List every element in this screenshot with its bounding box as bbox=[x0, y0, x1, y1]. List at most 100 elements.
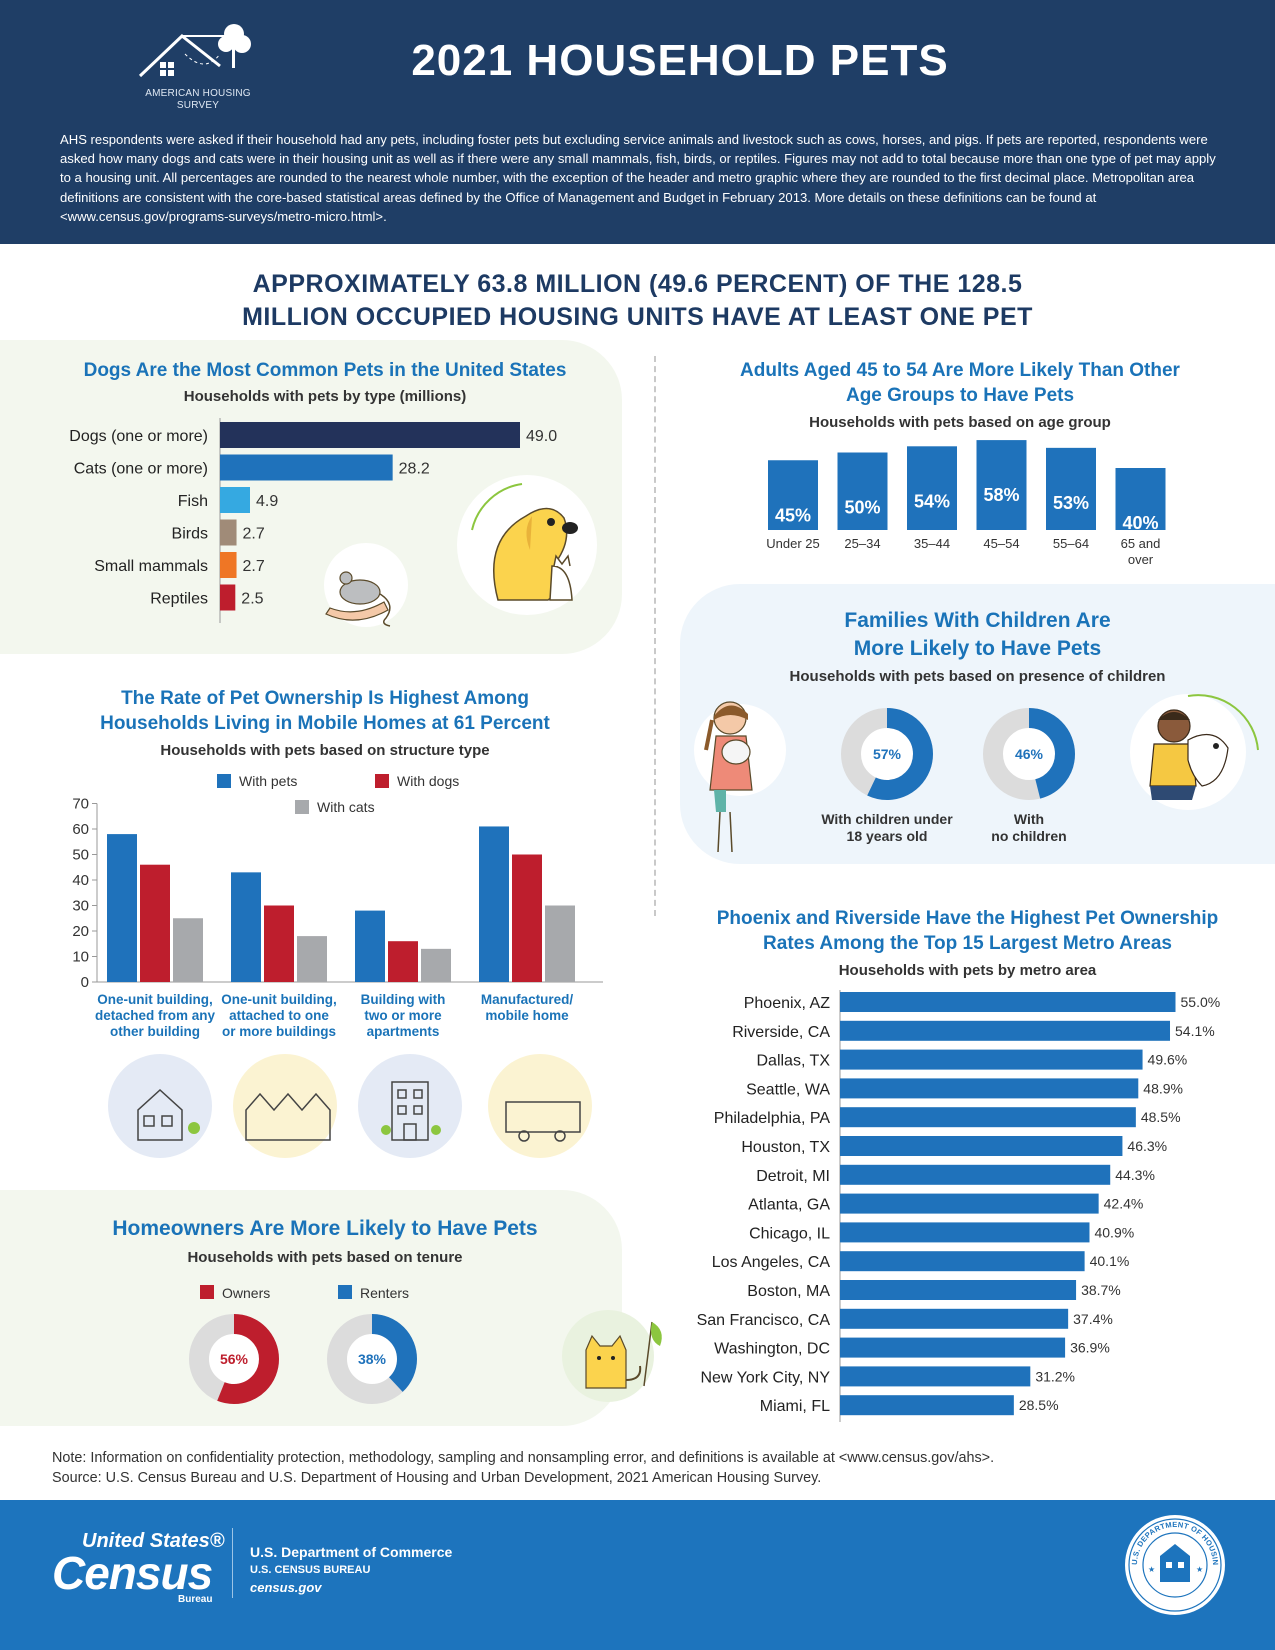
children-label: no children bbox=[991, 828, 1066, 844]
age-label: 55–64 bbox=[1053, 536, 1089, 551]
structure-bar bbox=[388, 941, 418, 982]
structure-y-tick-label: 50 bbox=[72, 847, 89, 864]
census-logo: United States® Census Bureau bbox=[52, 1530, 225, 1605]
age-value: 45% bbox=[775, 505, 811, 525]
metro-bar bbox=[840, 1395, 1014, 1416]
children-donut-arc bbox=[841, 708, 933, 800]
age-bar bbox=[976, 440, 1027, 530]
structure-bar bbox=[421, 948, 451, 982]
pet-type-value: 2.7 bbox=[243, 526, 265, 543]
structure-bar bbox=[231, 872, 261, 982]
structure-category-label: One-unit building, bbox=[221, 992, 336, 1007]
pet-type-bar bbox=[220, 454, 393, 481]
no-children-donut-value: 46% bbox=[1015, 746, 1044, 762]
structure-legend-swatch bbox=[295, 800, 309, 814]
age-label: over bbox=[1128, 552, 1154, 567]
metro-bar bbox=[840, 1308, 1069, 1329]
metro-subtitle: Households with pets by metro area bbox=[838, 962, 1097, 979]
metro-value: 37.4% bbox=[1073, 1311, 1113, 1327]
metro-label: Dallas, TX bbox=[756, 1053, 830, 1070]
mouse-illustration bbox=[324, 543, 408, 627]
age-value: 58% bbox=[983, 485, 1019, 505]
structure-category-label: apartments bbox=[367, 1024, 440, 1039]
metro-bar bbox=[840, 1251, 1085, 1272]
metro-value: 46.3% bbox=[1127, 1138, 1167, 1154]
structure-bar bbox=[297, 936, 327, 982]
children-label: With bbox=[1014, 811, 1044, 827]
pet-type-bar bbox=[220, 487, 250, 513]
structure-bar bbox=[173, 918, 203, 982]
age-label: 65 and bbox=[1121, 536, 1161, 551]
metro-bar bbox=[840, 1049, 1143, 1070]
structure-category-label: Manufactured/ bbox=[481, 992, 574, 1007]
pet-type-label: Cats (one or more) bbox=[74, 461, 208, 478]
structure-category-label: or more buildings bbox=[222, 1024, 336, 1039]
census-link[interactable]: census.gov bbox=[250, 1580, 322, 1595]
structure-y-tick-label: 10 bbox=[72, 949, 89, 966]
age-label: 25–34 bbox=[844, 536, 880, 551]
structure-legend-label: With cats bbox=[317, 799, 375, 815]
structure-y-tick-label: 40 bbox=[72, 872, 89, 889]
metro-label: Miami, FL bbox=[760, 1398, 830, 1415]
metro-bar bbox=[840, 1280, 1077, 1300]
metro-value: 49.6% bbox=[1148, 1052, 1188, 1068]
metro-label: Chicago, IL bbox=[749, 1225, 830, 1242]
pet-type-label: Birds bbox=[172, 526, 208, 543]
age-value: 40% bbox=[1122, 513, 1158, 533]
metro-label: Atlanta, GA bbox=[748, 1197, 830, 1214]
children-subtitle: Households with pets based on presence o… bbox=[789, 668, 1166, 685]
ahs-logo-icon bbox=[138, 24, 251, 78]
structure-category-label: other building bbox=[110, 1024, 200, 1039]
tenure-legend-swatch bbox=[200, 1285, 214, 1299]
townhouse-icon bbox=[233, 1054, 337, 1158]
metro-bar bbox=[840, 1020, 1171, 1041]
age-value: 54% bbox=[914, 491, 950, 511]
age-bar bbox=[837, 452, 888, 530]
metro-label: Riverside, CA bbox=[732, 1024, 830, 1041]
pet-type-bar bbox=[220, 519, 237, 546]
structure-category-label: One-unit building, bbox=[97, 992, 212, 1007]
tenure-legend-label: Renters bbox=[360, 1285, 409, 1301]
metro-value: 40.1% bbox=[1090, 1253, 1130, 1269]
pet-type-value: 2.7 bbox=[243, 558, 265, 575]
age-subtitle: Households with pets based on age group bbox=[809, 414, 1111, 431]
structure-bar bbox=[107, 834, 137, 982]
metro-value: 42.4% bbox=[1104, 1196, 1144, 1212]
metro-value: 44.3% bbox=[1115, 1167, 1155, 1183]
metro-value: 48.9% bbox=[1143, 1080, 1183, 1096]
metro-bar bbox=[840, 1136, 1123, 1156]
age-label: Under 25 bbox=[766, 536, 819, 551]
pet-type-title: Dogs Are the Most Common Pets in the Uni… bbox=[83, 360, 567, 381]
pet-type-bar bbox=[220, 422, 520, 448]
metro-bar bbox=[840, 1107, 1136, 1128]
structure-category-label: Building with bbox=[361, 992, 446, 1007]
metro-bar bbox=[840, 1366, 1031, 1387]
no-children-donut-arc bbox=[983, 708, 1075, 800]
pet-type-value: 4.9 bbox=[256, 493, 278, 510]
structure-bar bbox=[355, 910, 385, 982]
age-title: Adults Aged 45 to 54 Are More Likely Tha… bbox=[740, 360, 1180, 406]
renters-donut-value: 38% bbox=[358, 1351, 387, 1367]
renters-donut-arc bbox=[327, 1314, 417, 1404]
tenure-panel bbox=[0, 1190, 622, 1426]
structure-category-label: attached to one bbox=[229, 1008, 329, 1023]
pet-type-bar bbox=[220, 552, 237, 578]
structure-bar bbox=[545, 905, 575, 982]
pet-type-subtitle: Households with pets by type (millions) bbox=[183, 388, 467, 405]
structure-subtitle: Households with pets based on structure … bbox=[160, 742, 490, 759]
structure-y-tick-label: 0 bbox=[81, 974, 89, 991]
age-label: 35–44 bbox=[914, 536, 950, 551]
structure-legend-label: With pets bbox=[239, 773, 297, 789]
cat-illustration bbox=[562, 1310, 662, 1402]
metro-label: Boston, MA bbox=[747, 1283, 830, 1300]
boy-with-dog-illustration bbox=[1130, 694, 1259, 810]
children-title: Families With Children Are More Likely t… bbox=[844, 609, 1111, 660]
svg-text:★: ★ bbox=[1148, 1565, 1155, 1574]
metro-label: Los Angeles, CA bbox=[712, 1254, 831, 1271]
age-label: 45–54 bbox=[983, 536, 1019, 551]
metro-label: Detroit, MI bbox=[756, 1168, 830, 1185]
children-label: With children under bbox=[821, 811, 953, 827]
source-note: Note: Information on confidentiality pro… bbox=[52, 1450, 995, 1486]
structure-y-tick-label: 60 bbox=[72, 821, 89, 838]
